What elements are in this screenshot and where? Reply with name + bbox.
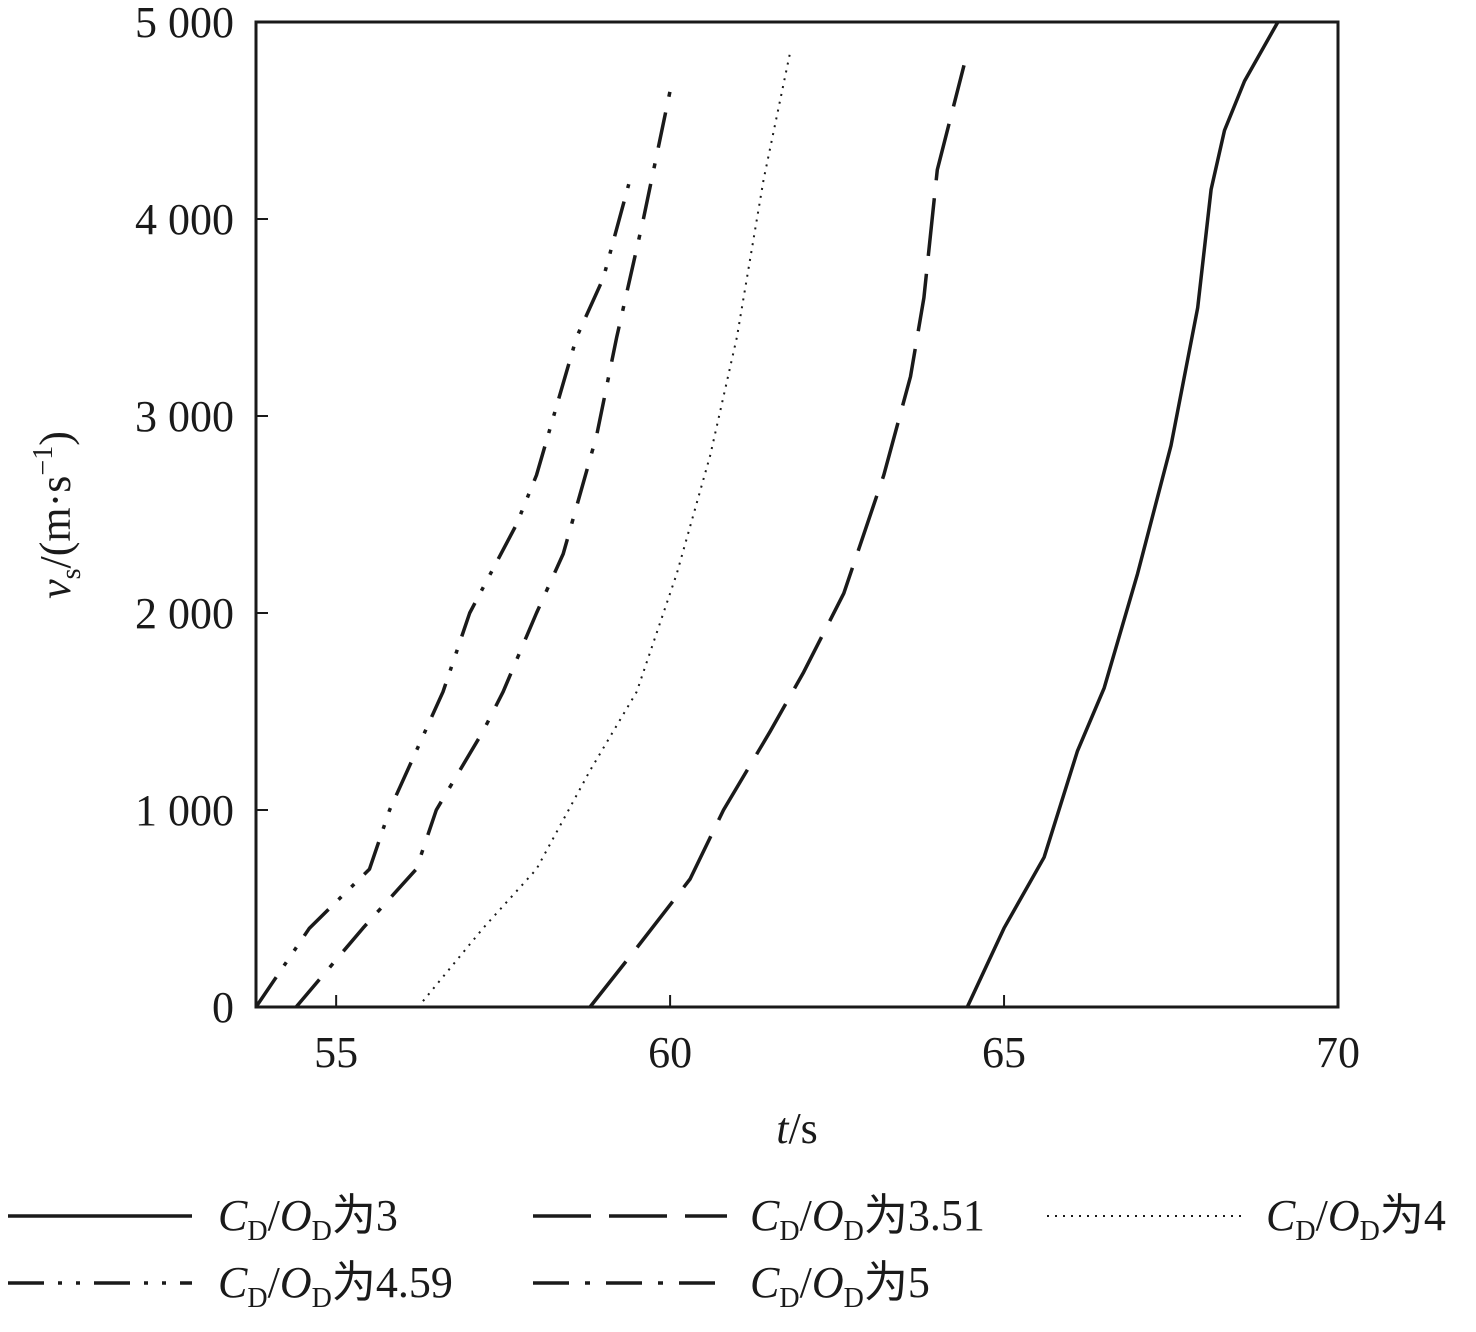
y-axis-title: vs/(m·s−1) (28, 431, 87, 599)
legend-label: CD/OD为3 (218, 1191, 398, 1247)
series-line (588, 64, 966, 1009)
x-tick-label: 70 (1316, 1028, 1360, 1077)
series-line (422, 51, 792, 1002)
legend-label: CD/OD为5 (750, 1258, 930, 1314)
series-line (254, 179, 632, 1008)
x-axis-title: t/s (776, 1104, 818, 1153)
y-axis-ticks: 0 1 000 2 000 3 000 4 000 5 000 (135, 0, 268, 1032)
series-line (965, 21, 1280, 1008)
x-axis-ticks: 55 60 65 70 (314, 995, 1360, 1077)
y-tick-label: 0 (212, 983, 234, 1032)
legend-label: CD/OD为3.51 (750, 1191, 985, 1247)
y-tick-label: 2 000 (135, 589, 234, 638)
x-tick-label: 55 (314, 1028, 358, 1077)
legend-label: CD/OD为4.59 (218, 1258, 453, 1314)
series-layer (254, 21, 1280, 1009)
y-tick-label: 3 000 (135, 392, 234, 441)
series-line (294, 90, 672, 1009)
x-tick-label: 60 (648, 1028, 692, 1077)
plot-frame (254, 20, 1340, 1009)
y-tick-label: 5 000 (135, 0, 234, 47)
legend-label: CD/OD为4 (1266, 1191, 1446, 1247)
legend: CD/OD为3 CD/OD为3.51 CD/OD为4 CD/OD为4.59 CD/OD为… (8, 1191, 1446, 1314)
y-tick-label: 4 000 (135, 195, 234, 244)
x-tick-label: 65 (982, 1028, 1026, 1077)
y-tick-label: 1 000 (135, 786, 234, 835)
